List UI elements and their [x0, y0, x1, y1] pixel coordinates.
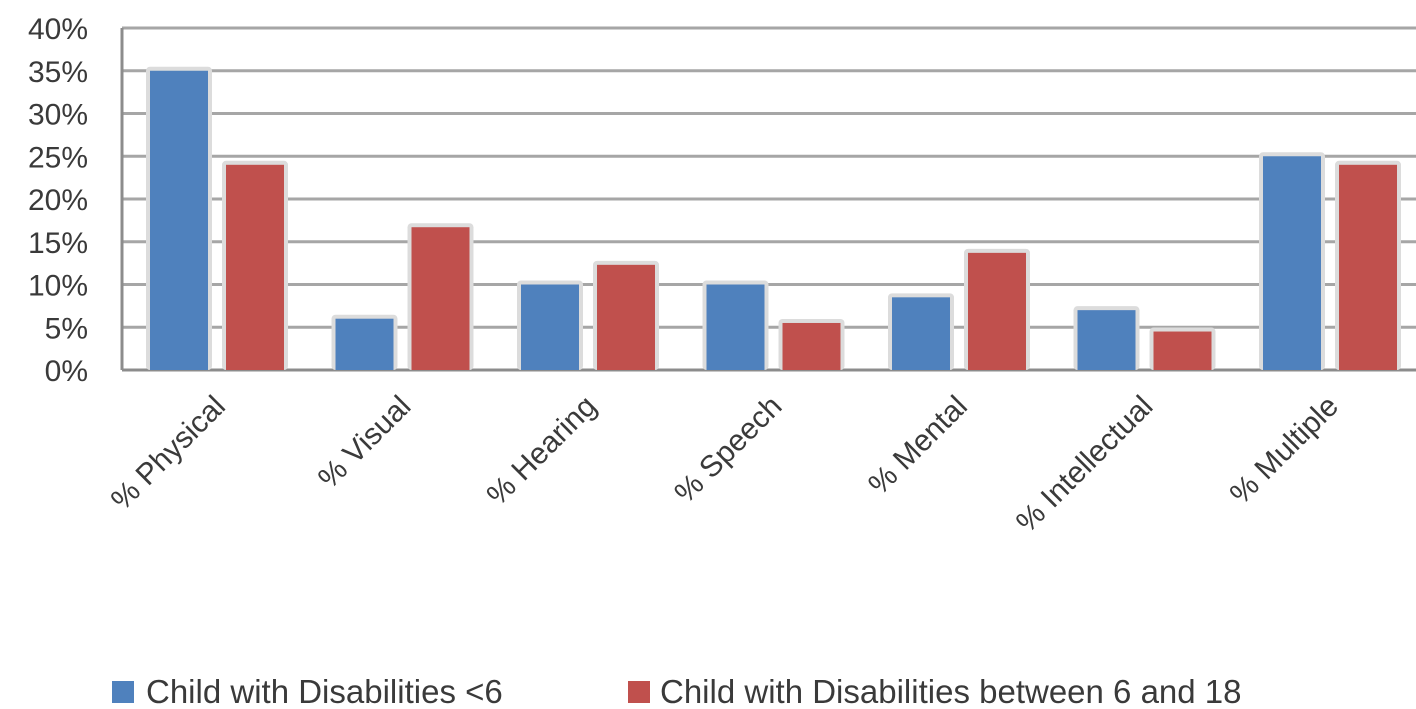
legend: Child with Disabilities <6 Child with Dis…	[112, 673, 1242, 709]
bar	[1153, 331, 1212, 370]
bar	[782, 322, 841, 370]
x-category-label: % Hearing	[481, 390, 603, 512]
y-tick-label: 30%	[28, 99, 88, 132]
bar	[892, 297, 950, 370]
x-axis-category-labels: % Physical % Visual % Hearing % Speech % Men…	[105, 390, 1345, 540]
x-category-label: % Speech	[668, 390, 788, 510]
bar	[706, 284, 765, 370]
y-tick-label: 40%	[28, 13, 88, 46]
y-tick-label: 5%	[45, 312, 88, 345]
bar	[597, 264, 655, 370]
y-tick-label: 10%	[28, 270, 88, 303]
bar	[1077, 310, 1136, 370]
y-tick-label: 25%	[28, 141, 88, 174]
y-tick-label: 15%	[28, 227, 88, 260]
grid	[120, 26, 1416, 372]
legend-label: Child with Disabilities between 6 and 18	[660, 673, 1242, 709]
x-category-label: % Visual	[312, 390, 417, 495]
legend-swatch	[628, 681, 650, 703]
legend-swatch	[112, 681, 134, 703]
y-tick-label: 0%	[45, 355, 88, 388]
bar	[1263, 156, 1321, 370]
bar	[411, 227, 470, 370]
bar	[1339, 164, 1397, 370]
y-axis-tick-labels: 0% 5% 10% 15% 20% 25% 30% 35% 40%	[28, 13, 88, 388]
bars	[146, 66, 1401, 370]
x-category-label: % Intellectual	[1010, 390, 1160, 540]
bar	[521, 284, 579, 370]
x-category-label: % Mental	[862, 390, 974, 502]
x-category-label: % Physical	[105, 390, 232, 517]
y-tick-label: 35%	[28, 56, 88, 89]
x-category-label: % Multiple	[1224, 390, 1345, 511]
bar	[968, 252, 1026, 370]
bar	[335, 318, 394, 370]
legend-label: Child with Disabilities <6	[146, 673, 503, 709]
bar	[226, 164, 284, 370]
y-tick-label: 20%	[28, 184, 88, 217]
bar	[150, 70, 208, 370]
